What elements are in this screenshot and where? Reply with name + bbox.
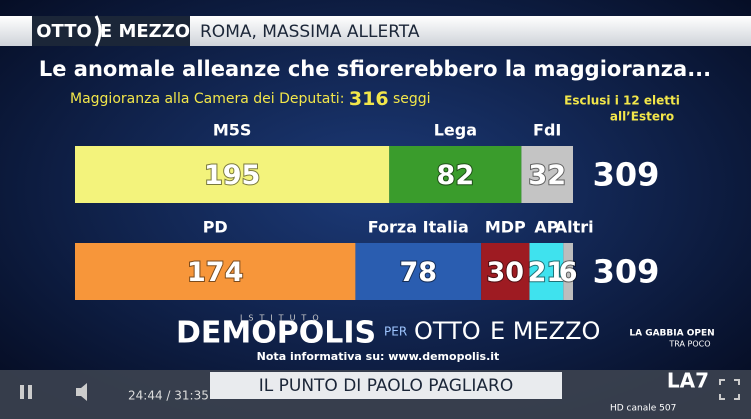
source-partner: OTTO (414, 317, 481, 345)
row-total: 309 (593, 253, 660, 291)
program: OTTO (36, 21, 92, 42)
separator (94, 15, 102, 47)
series-label: FdI (533, 121, 561, 140)
value-label: 195 (204, 160, 260, 191)
channel-logo: LA7 (667, 369, 709, 393)
pause-button[interactable] (28, 385, 32, 399)
banner: IL PUNTO DI PAOLO PAGLIARO (259, 376, 513, 396)
volume-button[interactable] (76, 383, 87, 401)
source-per: PER (384, 325, 407, 339)
value-label: 21 (528, 257, 566, 288)
value-label: 78 (399, 257, 437, 288)
banner-box (210, 372, 562, 399)
bar-segment (75, 243, 356, 300)
bar-segment (521, 146, 573, 203)
bar-segment (481, 243, 530, 300)
value-label: 6 (559, 257, 578, 288)
series-label: Lega (434, 121, 477, 140)
subtitle-text: Maggioranza alla Camera dei Deputati: (70, 91, 344, 107)
program2: E MEZZO (100, 21, 190, 42)
value-label: 32 (528, 160, 566, 191)
program-box (32, 16, 190, 46)
bar-segment (389, 146, 522, 203)
source-note: Nota informativa su: www.demopolis.it (257, 350, 500, 363)
series-label: Forza Italia (368, 218, 469, 237)
series-label: M5S (213, 121, 252, 140)
note-line: all’Estero (610, 110, 674, 124)
headline: ROMA, MASSIMA ALLERTA (200, 22, 420, 42)
source-partner2: E MEZZO (490, 317, 600, 345)
pause-button[interactable] (20, 385, 24, 399)
majority-unit: seggi (393, 91, 431, 107)
bar-segment (529, 243, 564, 300)
time: 24:44 / 31:35 (128, 389, 209, 403)
value-label: 82 (437, 160, 475, 191)
bar-segment (75, 146, 390, 203)
bar-segment (563, 243, 573, 300)
note-line: Esclusi i 12 eletti (564, 94, 680, 108)
majority: 316 (349, 88, 389, 110)
chart-title: Le anomale alleanze che sfiorerebbero la… (39, 57, 711, 81)
row-total: 309 (593, 156, 660, 194)
value-label: 174 (187, 257, 243, 288)
source-prefix: ISTITUTO (240, 314, 325, 323)
value-label: 30 (487, 257, 525, 288)
series-label: AP (534, 218, 558, 237)
series-label: PD (203, 218, 228, 237)
series-label: Altri (555, 218, 594, 237)
source-brand: DEMOPOLIS (176, 316, 376, 351)
bar-segment (355, 243, 482, 300)
promo: TRA POCO (668, 340, 710, 349)
fullscreen-button[interactable] (719, 379, 740, 400)
promo: LA GABBIA OPEN (629, 329, 714, 339)
subtitle: Maggioranza alla Camera dei Deputati: 31… (70, 88, 431, 110)
channel: HD canale 507 (610, 404, 676, 414)
series-label: MDP (485, 218, 526, 237)
